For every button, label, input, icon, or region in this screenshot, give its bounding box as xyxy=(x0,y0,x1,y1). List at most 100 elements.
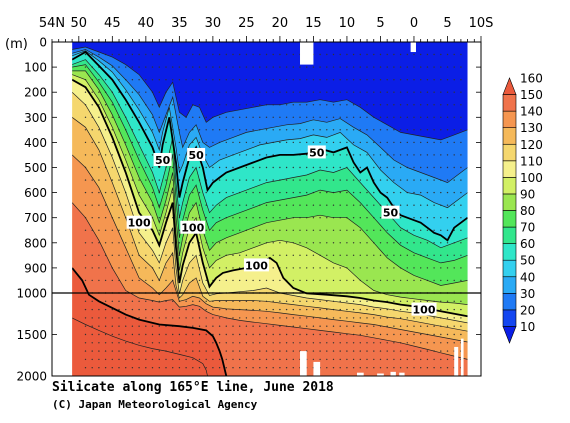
sample-dot xyxy=(426,367,429,369)
sample-dot xyxy=(426,300,429,302)
sample-dot xyxy=(292,129,294,131)
sample-dot xyxy=(346,367,348,369)
sample-dot xyxy=(440,154,442,156)
sample-dot xyxy=(192,267,194,269)
sample-dot xyxy=(332,279,335,282)
sample-dot xyxy=(393,267,395,269)
sample-dot xyxy=(292,300,294,302)
sample-dot xyxy=(446,191,449,194)
sample-dot xyxy=(232,242,234,244)
sample-dot xyxy=(346,204,348,206)
sample-dot xyxy=(352,242,355,244)
sample-dot xyxy=(306,191,308,194)
sample-dot xyxy=(279,350,281,352)
sample-dot xyxy=(292,191,294,194)
sample-dot xyxy=(446,333,449,336)
sample-dot xyxy=(151,358,154,361)
sample-dot xyxy=(252,358,254,361)
sample-dot xyxy=(359,308,361,311)
sample-dot xyxy=(245,279,248,282)
sample-dot xyxy=(131,300,134,302)
sample-dot xyxy=(138,116,140,119)
sample-dot xyxy=(440,358,442,361)
sample-dot xyxy=(145,229,147,231)
sample-dot xyxy=(460,317,462,319)
sample-dot xyxy=(440,242,442,244)
sample-dot xyxy=(426,91,429,93)
sample-dot xyxy=(460,242,462,244)
sample-dot xyxy=(433,191,435,194)
sample-dot xyxy=(272,367,274,369)
sample-dot xyxy=(111,358,114,361)
sample-dot xyxy=(446,204,449,206)
colorbar-label: 140 xyxy=(520,105,543,119)
sample-dot xyxy=(373,191,375,194)
sample-dot xyxy=(192,254,194,256)
sample-dot xyxy=(373,166,375,169)
sample-dot xyxy=(426,116,429,119)
sample-dot xyxy=(292,166,294,169)
sample-dot xyxy=(393,66,395,68)
sample-dot xyxy=(285,79,288,81)
sample-dot xyxy=(98,217,100,219)
sample-dot xyxy=(413,191,415,194)
sample-dot xyxy=(433,367,435,369)
sample-dot xyxy=(285,229,288,231)
x-tick-label: 20 xyxy=(272,16,289,31)
sample-dot xyxy=(245,154,248,156)
sample-dot xyxy=(198,204,201,206)
sample-dot xyxy=(346,325,348,327)
sample-dot xyxy=(111,141,114,144)
colorbar-label: 150 xyxy=(520,88,543,102)
sample-dot xyxy=(212,166,214,169)
sample-dot xyxy=(265,179,268,181)
sample-dot xyxy=(460,179,462,181)
sample-dot xyxy=(332,104,335,106)
sample-dot xyxy=(440,129,442,131)
sample-dot xyxy=(326,53,328,56)
sample-dot xyxy=(393,229,395,231)
sample-dot xyxy=(265,129,268,131)
sample-dot xyxy=(446,308,449,311)
sample-dot xyxy=(104,358,107,361)
colorbar-swatch xyxy=(502,326,517,344)
colorbar-label: 50 xyxy=(520,254,535,268)
sample-dot xyxy=(446,254,449,256)
sample-dot xyxy=(413,116,415,119)
sample-dot xyxy=(98,358,100,361)
sample-dot xyxy=(118,342,120,344)
sample-dot xyxy=(218,267,221,269)
sample-dot xyxy=(279,116,281,119)
sample-dot xyxy=(433,242,435,244)
sample-dot xyxy=(279,129,281,131)
sample-dot xyxy=(339,53,341,56)
sample-dot xyxy=(420,325,422,327)
sample-dot xyxy=(332,367,335,369)
sample-dot xyxy=(299,66,301,68)
sample-dot xyxy=(205,141,207,144)
x-tick-label: 50 xyxy=(71,16,88,31)
sample-dot xyxy=(252,308,254,311)
sample-dot xyxy=(232,342,234,344)
sample-dot xyxy=(446,104,449,106)
sample-dot xyxy=(118,254,120,256)
sample-dot xyxy=(178,79,181,81)
sample-dot xyxy=(104,267,107,269)
sample-dot xyxy=(292,53,294,56)
sample-dot xyxy=(285,358,288,361)
sample-dot xyxy=(232,166,234,169)
sample-dot xyxy=(433,154,435,156)
sample-dot xyxy=(366,300,368,302)
sample-dot xyxy=(420,358,422,361)
sample-dot xyxy=(312,317,315,319)
sample-dot xyxy=(399,104,402,106)
sample-dot xyxy=(352,66,355,68)
sample-dot xyxy=(346,279,348,282)
sample-dot xyxy=(386,129,388,131)
sample-dot xyxy=(446,116,449,119)
sample-dot xyxy=(373,333,375,336)
sample-dot xyxy=(279,358,281,361)
plot-area xyxy=(52,42,481,376)
sample-dot xyxy=(225,242,227,244)
sample-dot xyxy=(252,104,254,106)
